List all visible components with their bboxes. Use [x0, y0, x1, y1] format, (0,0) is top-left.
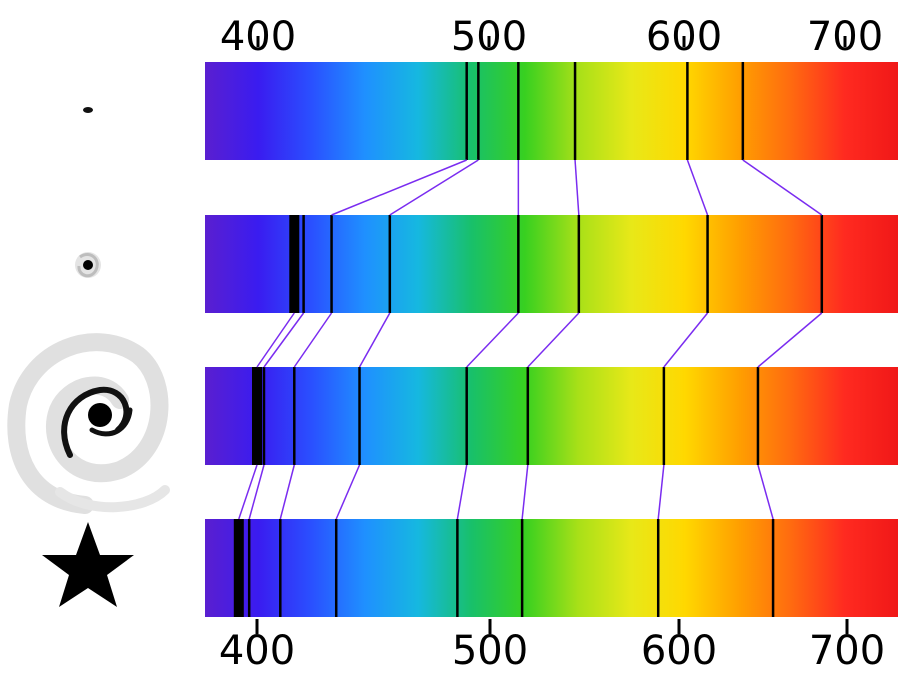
top-tick-600: 600 — [646, 14, 722, 60]
redshift-connector-line — [742, 159, 823, 216]
redshift-connector-line — [358, 312, 391, 368]
redshift-connector-line — [238, 464, 258, 520]
redshift-connector-line — [663, 312, 709, 368]
redshift-connector-line — [331, 159, 467, 216]
spectrum-band-3 — [205, 367, 898, 465]
spectrum-band-1-lines — [465, 62, 745, 160]
redshift-connector-line — [256, 312, 295, 368]
bottom-tick-400: 400 — [219, 619, 295, 673]
spectrum-band-4-lines — [233, 519, 775, 617]
redshift-connector-line — [574, 159, 580, 216]
top-tick-400: 400 — [220, 14, 296, 60]
small-spiral-galaxy-icon — [75, 252, 101, 278]
bottom-tick-600: 600 — [641, 619, 717, 673]
spectrum-band-1-fill — [205, 62, 898, 160]
bottom-tick-label-700: 700 — [809, 628, 885, 673]
distant-galaxy-dot-icon — [83, 107, 93, 113]
redshift-connector-line — [757, 464, 774, 520]
spectrum-band-1 — [205, 62, 898, 160]
redshift-connector-line — [456, 464, 468, 520]
redshift-connector-line — [263, 312, 305, 368]
redshift-connector-line — [757, 312, 823, 368]
redshift-connector-line — [527, 312, 580, 368]
redshift-connector-line — [521, 464, 529, 520]
top-tick-700: 700 — [807, 14, 883, 60]
spectrum-band-2-fill — [205, 215, 898, 313]
spectrum-band-3-lines — [252, 367, 760, 465]
spectrum-band-2-lines — [289, 215, 824, 313]
bottom-tick-label-400: 400 — [219, 628, 295, 673]
redshift-connector-line — [686, 159, 709, 216]
top-tick-label-700: 700 — [807, 14, 883, 60]
top-tick-label-400: 400 — [220, 14, 296, 60]
redshift-connector-line — [248, 464, 265, 520]
redshift-connector-line — [279, 464, 296, 520]
top-tick-label-600: 600 — [646, 14, 722, 60]
bottom-tick-label-600: 600 — [641, 628, 717, 673]
top-wavelength-axis: 400 500 600 700 — [220, 14, 883, 60]
bottom-tick-700: 700 — [809, 619, 885, 673]
redshift-connector-line — [389, 159, 479, 216]
top-tick-500: 500 — [451, 14, 527, 60]
spectrum-band-4 — [205, 519, 898, 617]
redshift-connector-line — [293, 312, 333, 368]
spectrum-band-3-fill — [205, 367, 898, 465]
large-spiral-galaxy-icon — [7, 333, 170, 514]
redshift-connector-line — [657, 464, 665, 520]
redshift-connector-line — [335, 464, 361, 520]
bottom-wavelength-axis: 400 500 600 700 — [219, 619, 885, 673]
spectrum-band-2 — [205, 215, 898, 313]
star-icon — [42, 522, 134, 607]
spectrum-band-4-fill — [205, 519, 898, 617]
top-tick-label-500: 500 — [451, 14, 527, 60]
bottom-tick-500: 500 — [452, 619, 528, 673]
redshift-connectors — [238, 159, 823, 520]
bottom-tick-label-500: 500 — [452, 628, 528, 673]
redshift-connector-line — [466, 312, 519, 368]
